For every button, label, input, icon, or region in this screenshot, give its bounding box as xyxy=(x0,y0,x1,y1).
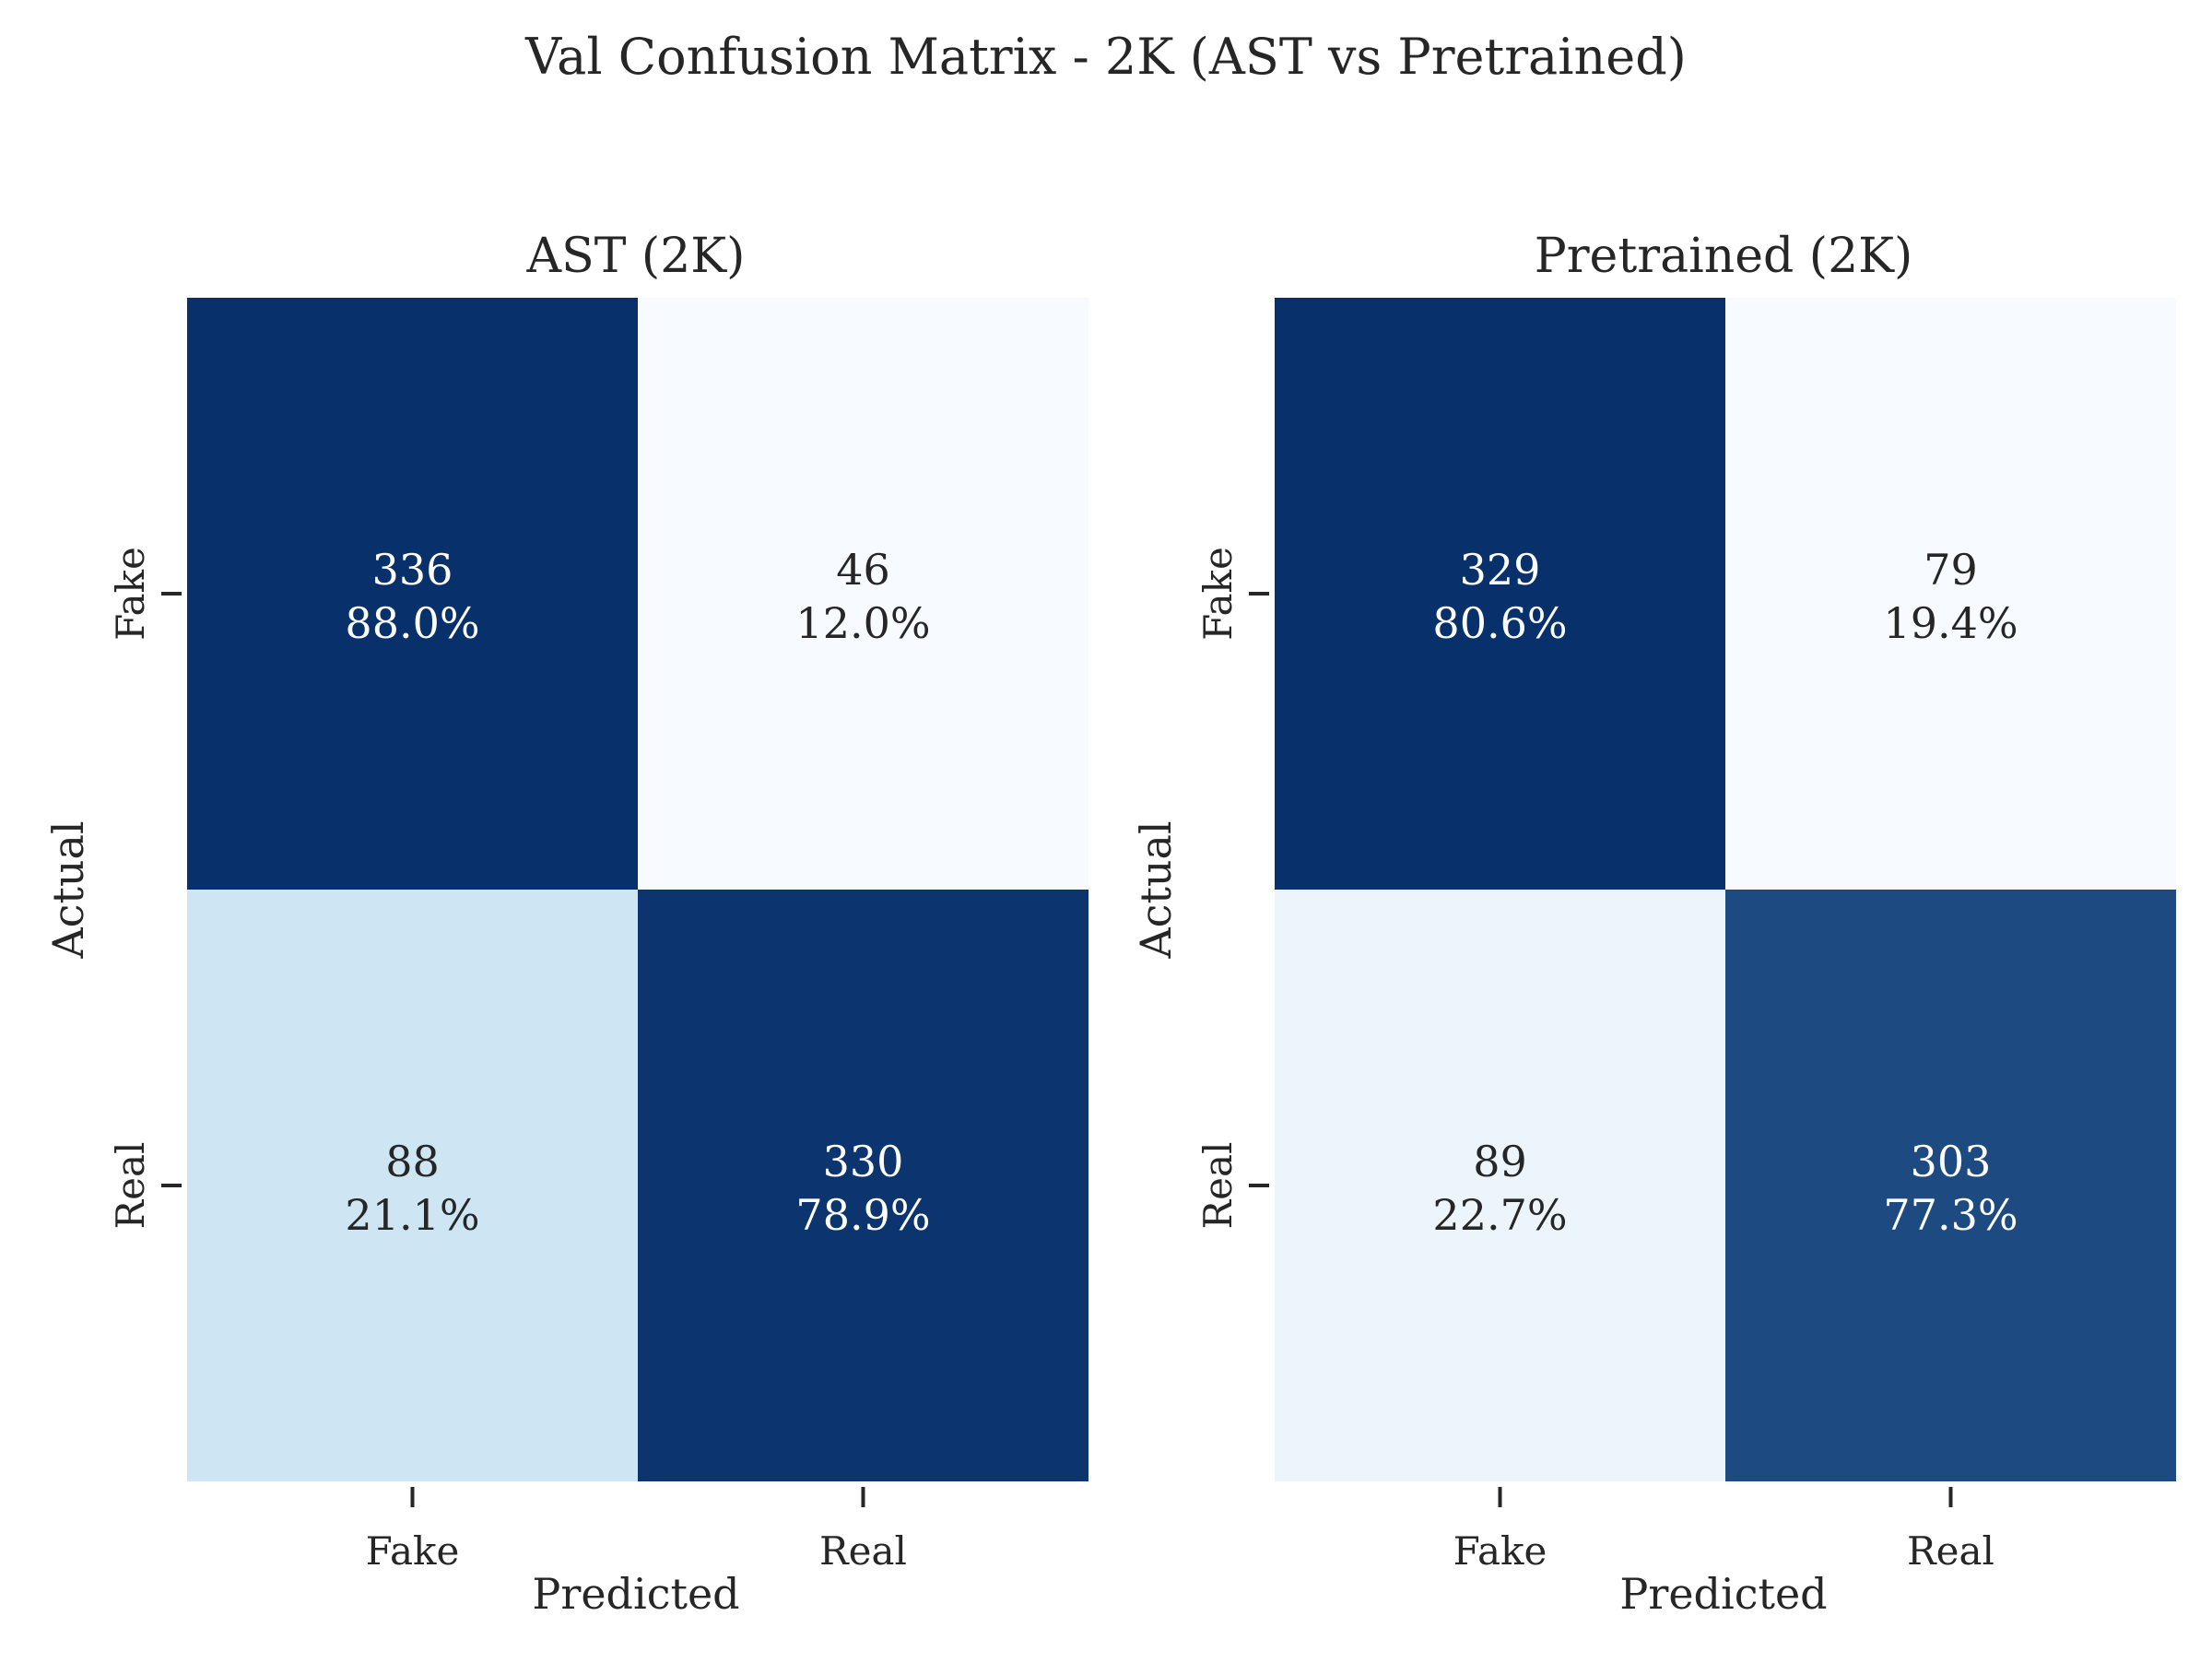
x-tick-label: Fake xyxy=(366,1528,460,1574)
y-axis-label: Actual xyxy=(1131,820,1181,959)
heatmap-cell xyxy=(638,298,1088,890)
cell-percent-label: 78.9% xyxy=(795,1190,930,1240)
x-tick-label: Real xyxy=(1907,1528,1994,1574)
y-tick-label: Fake xyxy=(1195,547,1241,641)
heatmap-cell xyxy=(1725,298,2176,890)
cell-count-label: 79 xyxy=(1924,545,1978,595)
x-tick-label: Fake xyxy=(1453,1528,1547,1574)
cell-count-label: 336 xyxy=(372,545,453,595)
x-axis-label: Predicted xyxy=(532,1569,739,1619)
cell-percent-label: 19.4% xyxy=(1883,598,2018,648)
cell-count-label: 89 xyxy=(1473,1137,1527,1186)
heatmap-cell xyxy=(187,890,638,1481)
cell-count-label: 46 xyxy=(836,545,890,595)
y-tick-label: Real xyxy=(108,1142,153,1230)
axis-ticks: Fake Real Fake Real xyxy=(1195,547,1994,1574)
cell-percent-label: 88.0% xyxy=(345,598,479,648)
heatmap-cell xyxy=(1725,890,2176,1481)
panel-title: Pretrained (2K) xyxy=(1535,229,1913,284)
y-tick-label: Fake xyxy=(108,547,153,641)
heatmap-cell xyxy=(1275,890,1725,1481)
cell-count-label: 88 xyxy=(385,1137,440,1186)
y-tick-label: Real xyxy=(1195,1142,1241,1230)
heatmap-cell xyxy=(638,890,1088,1481)
cell-percent-label: 22.7% xyxy=(1432,1190,1567,1240)
x-axis-label: Predicted xyxy=(1619,1569,1827,1619)
cell-percent-label: 21.1% xyxy=(345,1190,479,1240)
x-tick-label: Real xyxy=(819,1528,907,1574)
figure-title: Val Confusion Matrix - 2K (AST vs Pretra… xyxy=(524,28,1687,86)
cell-percent-label: 12.0% xyxy=(795,598,930,648)
axis-ticks: Fake Real Fake Real xyxy=(108,547,907,1574)
cell-percent-label: 80.6% xyxy=(1432,598,1567,648)
y-axis-label: Actual xyxy=(43,820,93,959)
cell-count-label: 330 xyxy=(823,1137,904,1186)
cell-percent-label: 77.3% xyxy=(1883,1190,2018,1240)
cell-count-label: 303 xyxy=(1911,1137,1992,1186)
heatmap-cell xyxy=(1275,298,1725,890)
panel-ast: AST (2K) 33688.0%4612.0%8821.1%33078.9% … xyxy=(43,229,1088,1619)
panel-title: AST (2K) xyxy=(526,229,746,284)
cell-count-label: 329 xyxy=(1460,545,1541,595)
heatmap-cell xyxy=(187,298,638,890)
